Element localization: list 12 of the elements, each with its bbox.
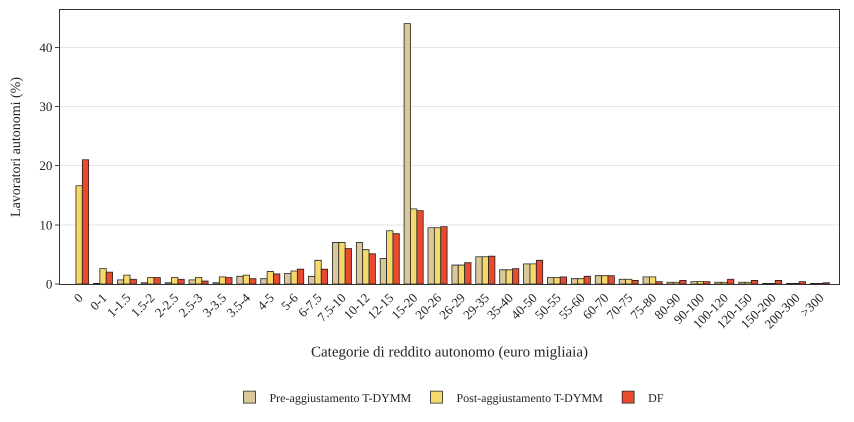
y-tick-label: 20 <box>39 158 52 174</box>
x-axis-title: Categorie di reddito autonomo (euro migliaia) <box>310 344 588 360</box>
y-tick-label: 10 <box>39 217 52 232</box>
x-tick-label: 4-5 <box>254 290 277 314</box>
x-tick-label: 0 <box>70 290 86 306</box>
legend-label: Post-aggiustamento T-DYMM <box>456 390 604 405</box>
legend-label: Pre-aggiustamento T-DYMM <box>270 390 412 405</box>
y-tick-label: 30 <box>39 99 52 114</box>
y-tick-label: 40 <box>39 40 52 55</box>
y-axis-title: Lavoratori autonomi (%) <box>9 76 24 217</box>
y-tick-label: 0 <box>46 276 52 292</box>
legend-label: DF <box>648 390 664 405</box>
